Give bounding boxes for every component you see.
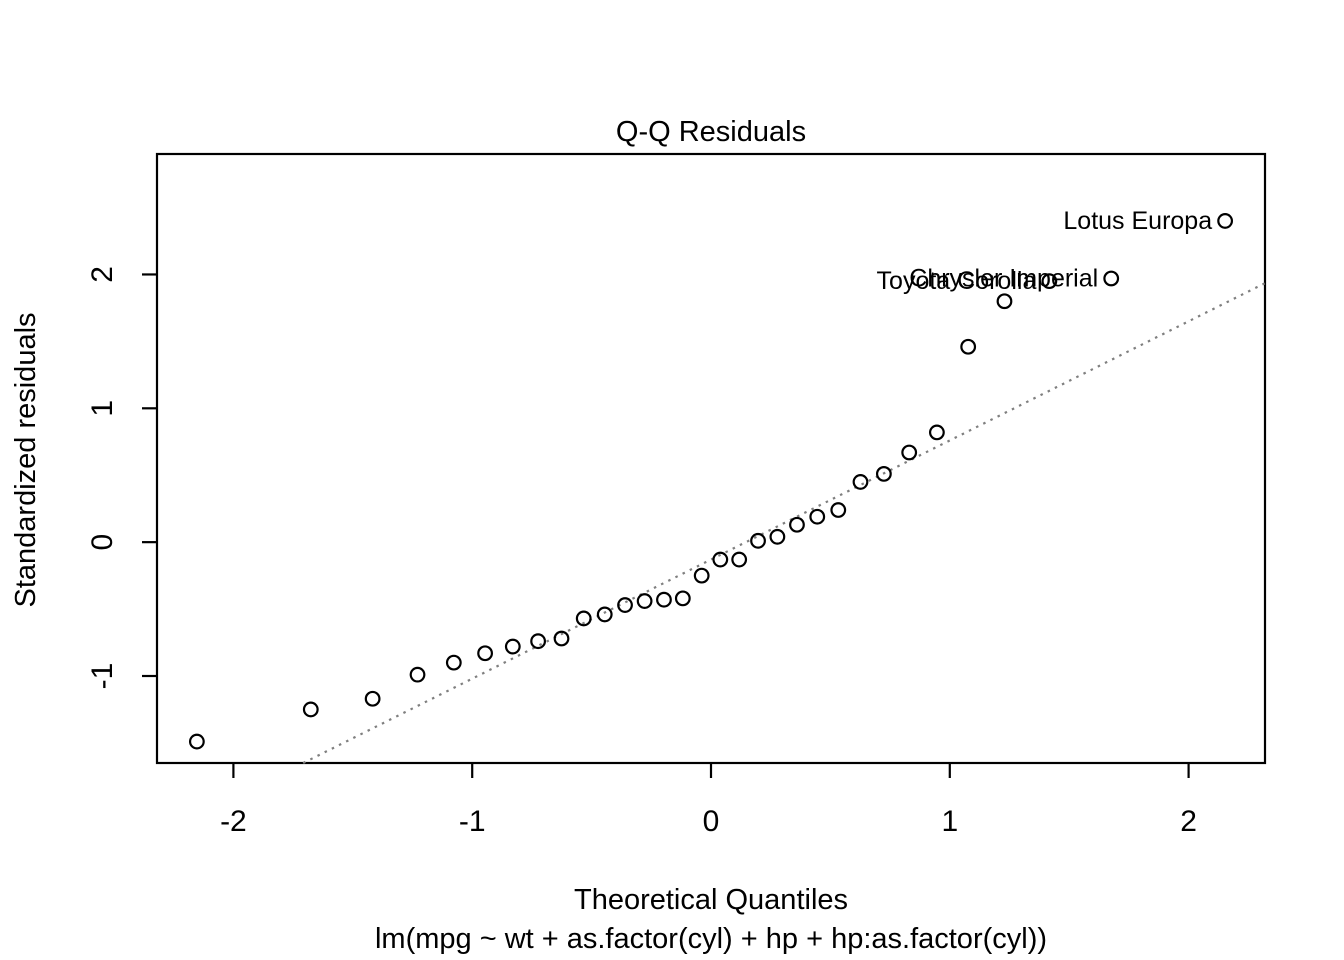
x-tick-label: -1 bbox=[459, 805, 486, 838]
x-tick-label: 2 bbox=[1180, 805, 1197, 838]
data-point bbox=[960, 338, 977, 355]
data-point bbox=[928, 424, 945, 441]
data-point bbox=[530, 633, 547, 650]
data-point bbox=[617, 597, 633, 613]
data-point bbox=[504, 638, 521, 655]
data-point bbox=[596, 606, 613, 623]
data-point bbox=[830, 502, 847, 518]
y-tick-label: 1 bbox=[86, 400, 119, 417]
y-tick-label: 2 bbox=[86, 266, 119, 283]
x-axis-title: Theoretical Quantiles bbox=[574, 884, 848, 916]
data-point bbox=[693, 567, 710, 584]
data-point bbox=[409, 666, 426, 683]
x-tick-label: 0 bbox=[703, 805, 720, 838]
axis-ticks: -2 -1 0 1 2 -1 0 1 2 bbox=[86, 266, 1197, 838]
point-label: Chrysler Imperial bbox=[909, 264, 1098, 292]
plot-box bbox=[155, 152, 1267, 765]
data-point bbox=[901, 444, 918, 461]
data-point bbox=[553, 630, 570, 647]
point-label: Lotus Europa bbox=[1063, 207, 1212, 235]
data-point bbox=[1041, 273, 1058, 290]
data-point bbox=[636, 593, 653, 609]
y-tick-label: 0 bbox=[86, 534, 119, 551]
point-label: Toyota Corolla bbox=[877, 267, 1037, 295]
reference-line-group bbox=[302, 282, 1266, 764]
data-points-group bbox=[188, 213, 1234, 750]
qq-reference-line bbox=[302, 282, 1266, 764]
data-point bbox=[445, 654, 462, 671]
data-point bbox=[302, 701, 319, 718]
data-point bbox=[188, 733, 205, 750]
data-point bbox=[809, 508, 826, 525]
y-tick-label: -1 bbox=[86, 663, 119, 690]
data-point bbox=[712, 551, 729, 568]
x-tick-label: 1 bbox=[941, 805, 958, 838]
data-point bbox=[1103, 270, 1120, 287]
y-axis-title: Standardized residuals bbox=[10, 312, 42, 607]
data-point bbox=[789, 516, 805, 533]
data-point bbox=[364, 690, 381, 707]
data-point bbox=[575, 610, 592, 627]
plot-border bbox=[155, 152, 1267, 765]
data-point bbox=[750, 532, 766, 549]
data-point bbox=[477, 645, 494, 662]
chart-title: Q-Q Residuals bbox=[616, 116, 806, 148]
data-point bbox=[656, 591, 672, 608]
x-tick-label: -2 bbox=[220, 805, 247, 838]
data-point bbox=[769, 528, 786, 545]
data-point bbox=[852, 474, 869, 490]
data-point bbox=[1217, 213, 1234, 229]
data-point bbox=[996, 293, 1013, 310]
model-formula-subtitle: lm(mpg ~ wt + as.factor(cyl) + hp + hp:a… bbox=[375, 923, 1047, 955]
data-point bbox=[875, 465, 892, 482]
data-point bbox=[731, 551, 748, 568]
data-point bbox=[674, 590, 691, 607]
